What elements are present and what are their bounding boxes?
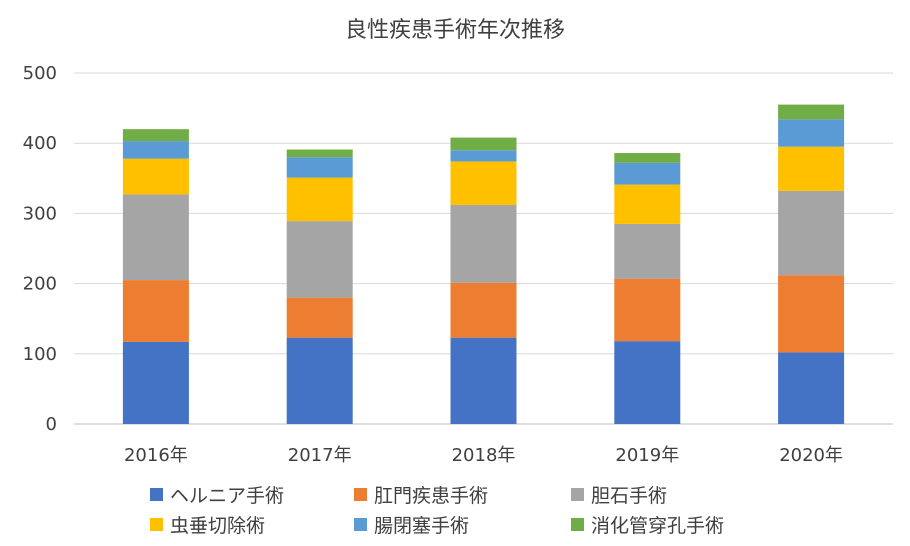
x-axis-ticks: 2016年 2017年 2018年 2019年 2020年 bbox=[124, 445, 843, 466]
legend-label: 虫垂切除術 bbox=[170, 515, 265, 537]
bar-segment bbox=[122, 194, 189, 281]
y-tick-label: 100 bbox=[23, 344, 57, 365]
bar-segment bbox=[450, 282, 517, 338]
legend-label: 肛門疾患手術 bbox=[374, 485, 488, 507]
bar-segment bbox=[778, 146, 845, 191]
bar-segment bbox=[778, 190, 845, 276]
bar-segment bbox=[450, 161, 517, 205]
y-axis-ticks: 0 100 200 300 400 500 bbox=[23, 63, 57, 435]
y-tick-label: 500 bbox=[23, 63, 57, 84]
x-tick-label: 2016年 bbox=[124, 445, 188, 466]
bar-segment bbox=[778, 119, 845, 147]
y-tick-label: 400 bbox=[23, 133, 57, 154]
y-tick-label: 300 bbox=[23, 203, 57, 224]
legend-label: 胆石手術 bbox=[591, 485, 667, 507]
bar-segment bbox=[286, 337, 353, 424]
bar-segment bbox=[614, 184, 681, 224]
bar-segment bbox=[286, 297, 353, 338]
bar-segment bbox=[450, 204, 517, 283]
x-tick-label: 2017年 bbox=[288, 445, 352, 466]
bar-segment bbox=[122, 341, 189, 424]
bar-segment bbox=[122, 129, 189, 142]
bar-segment bbox=[614, 341, 681, 424]
legend-label: 消化管穿孔手術 bbox=[591, 515, 724, 537]
legend-swatch bbox=[354, 488, 367, 501]
chart-title: 良性疾患手術年次推移 bbox=[345, 18, 565, 43]
legend-label: ヘルニア手術 bbox=[170, 485, 284, 507]
legend-swatch bbox=[150, 488, 163, 501]
bar-segment bbox=[286, 177, 353, 222]
bar-segment bbox=[614, 278, 681, 342]
legend-label: 腸閉塞手術 bbox=[374, 515, 469, 537]
bar-segment bbox=[778, 275, 845, 353]
bar-segment bbox=[614, 153, 681, 163]
bar-segment bbox=[286, 149, 353, 158]
bar-segment bbox=[122, 141, 189, 159]
bar-segment bbox=[122, 158, 189, 195]
bar-segment bbox=[450, 150, 517, 162]
bar-segment bbox=[450, 137, 517, 151]
legend-swatch bbox=[571, 488, 584, 501]
bar-segment bbox=[614, 223, 681, 279]
y-tick-label: 200 bbox=[23, 274, 57, 295]
x-tick-label: 2019年 bbox=[615, 445, 679, 466]
legend-swatch bbox=[150, 518, 163, 531]
bar-segment bbox=[286, 157, 353, 178]
bar-segment bbox=[778, 104, 845, 120]
x-tick-label: 2018年 bbox=[452, 445, 516, 466]
bar-segment bbox=[286, 221, 353, 298]
legend-swatch bbox=[571, 518, 584, 531]
bar-segment bbox=[778, 352, 845, 424]
legend-swatch bbox=[354, 518, 367, 531]
y-tick-label: 0 bbox=[46, 414, 57, 435]
bar-segment bbox=[450, 337, 517, 424]
bar-segment bbox=[614, 162, 681, 185]
bar-segment bbox=[122, 280, 189, 342]
x-tick-label: 2020年 bbox=[779, 445, 843, 466]
bars bbox=[122, 104, 845, 424]
